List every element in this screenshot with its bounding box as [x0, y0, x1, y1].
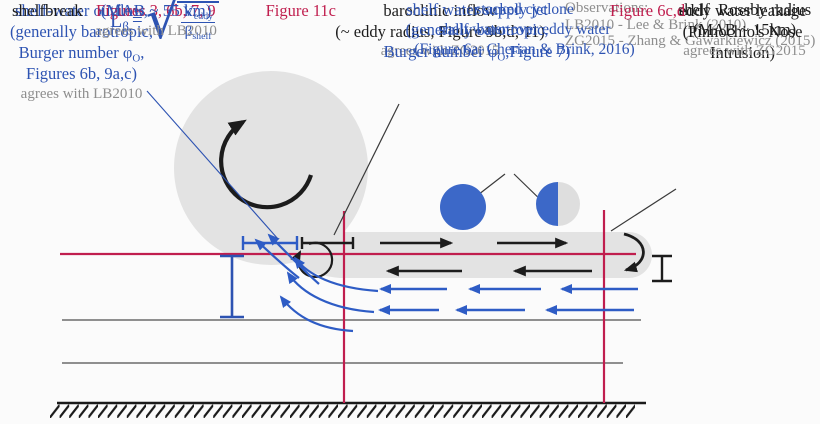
figure-6cd-label: Figure 6c,d [610, 1, 686, 20]
stacked-cyclone-shelfwater-circle [440, 184, 486, 230]
rossby-line: (MAB ~ 15km) [692, 19, 797, 39]
baroclinic-agrees: agrees with ZG2015 [380, 43, 500, 59]
stacked-line: (Figure 6a; Cherian & Brink, 2016) [414, 41, 635, 58]
rossby-line: shelf Rossby radius [677, 0, 812, 19]
leakage-pointer [610, 188, 677, 232]
formula-lhs: Lβ [110, 9, 129, 34]
eddy-rotation-arrow [219, 119, 314, 210]
baroclinic-pointer [333, 103, 400, 236]
leakage-line: (Pinnochio's Nose [682, 22, 803, 41]
outflow-line: Figures 6b, 9a,c) [26, 64, 137, 83]
formula-fraction: Veddy βshelf [177, 1, 220, 42]
supply-line: Burger number φO,Figure 7) [383, 42, 571, 64]
formula-denominator: βshelf [184, 24, 212, 42]
outflow-line: Burger number φO, [18, 43, 145, 65]
mab55-agrees: agrees with LB2010 [95, 23, 217, 39]
observations-title: Observations: [565, 0, 649, 16]
isobath-lines [62, 319, 641, 364]
outflow-width-bracket [241, 236, 299, 250]
supply-jet-annotation: shelf water supply jet (generally barotr… [346, 0, 608, 64]
lbeta-formula: Lβ = √ Veddy βshelf [110, 0, 220, 51]
stacked-line: stacked cyclone [475, 1, 574, 18]
observations-legend: Observations: LB2010 - Lee & Brink (2010… [565, 0, 815, 50]
rossby-annotation: shelf Rossby radius (MAB ~ 15km) agrees … [662, 0, 820, 60]
shelfbreak-label: shelfbreak [12, 1, 83, 20]
mab55-annotation: (MAB ~ 55 km) agrees with LB2010 [76, 0, 236, 40]
baroclinic-line: (~ eddy radius, Figure 9b,d; 11) [335, 22, 545, 41]
outflow-line: shelf-water outflow, [15, 1, 148, 20]
leakage-annotation: eddy water leakage (Pinnochio's Nose Int… [650, 0, 820, 63]
outflow-annotation: shelf-water outflow, (generally barotrop… [0, 0, 163, 103]
eddy-flow-arrows [380, 237, 592, 277]
eddy-circle [174, 71, 368, 265]
leakage-line: Intrusion) [709, 43, 776, 62]
baroclinic-line: baroclinic inflow [383, 1, 497, 20]
shelfbreak-figures-label: Figures 3, 6b, 7, 9 [96, 1, 216, 20]
stacked-cyclone-half-circle [536, 182, 580, 226]
pointer-lines [333, 103, 677, 236]
supply-jet-arrows [378, 284, 638, 315]
observations-entry: LB2010 - Lee & Brink (2010) [565, 16, 747, 33]
supply-line: shelf water supply jet [406, 0, 548, 19]
formula-equals: = [131, 10, 143, 31]
outflow-agrees: agrees with LB2010 [20, 86, 143, 102]
seafloor-hatching [50, 404, 635, 418]
baroclinic-annotation: baroclinic inflow (~ eddy radius, Figure… [305, 0, 575, 60]
leakage-line: eddy water leakage [678, 1, 807, 20]
lbeta-scale-bracket [220, 254, 244, 319]
stacked-line: shelf water over eddy water [438, 21, 611, 38]
figure-11c-label: Figure 11c [265, 1, 336, 20]
observations-entry: ZG2015 - Zhang & Gawarkiewicz (2015) [565, 33, 816, 49]
stacked-cyclone-annotation: stacked cyclone shelf water over eddy wa… [392, 0, 657, 60]
inflow-width-bracket [300, 237, 355, 249]
outflow-line: (generally barotropic, [10, 22, 153, 41]
formula-numerator: Veddy [181, 4, 216, 23]
supply-line: (generally barotropic, [405, 19, 549, 39]
leakage-arrow [623, 232, 645, 273]
rossby-agrees: agrees with ZG2015 [683, 43, 806, 59]
mab55-line: (MAB ~ 55 km) [100, 1, 212, 20]
radical-sign: √ [145, 0, 181, 51]
outflow-pointer [146, 90, 279, 240]
rossby-radius-bracket [652, 254, 672, 283]
seafloor [50, 401, 646, 418]
